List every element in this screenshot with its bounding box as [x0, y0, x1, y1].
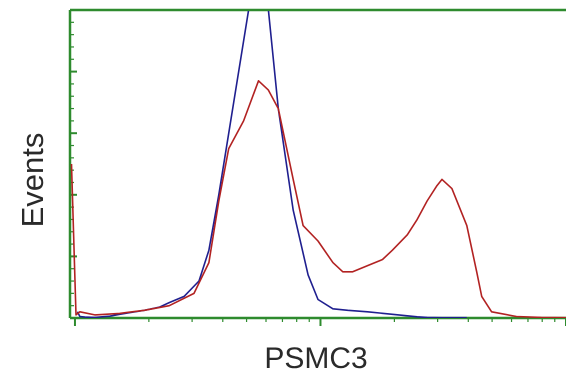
- series-line-1: [70, 80, 566, 318]
- series-line-0: [76, 11, 467, 318]
- series-layer: [70, 11, 566, 318]
- plot-frame: [68, 8, 566, 320]
- y-axis-label: Events: [15, 133, 50, 228]
- x-axis-label: PSMC3: [264, 342, 367, 374]
- x-axis-ticks: [73, 318, 566, 326]
